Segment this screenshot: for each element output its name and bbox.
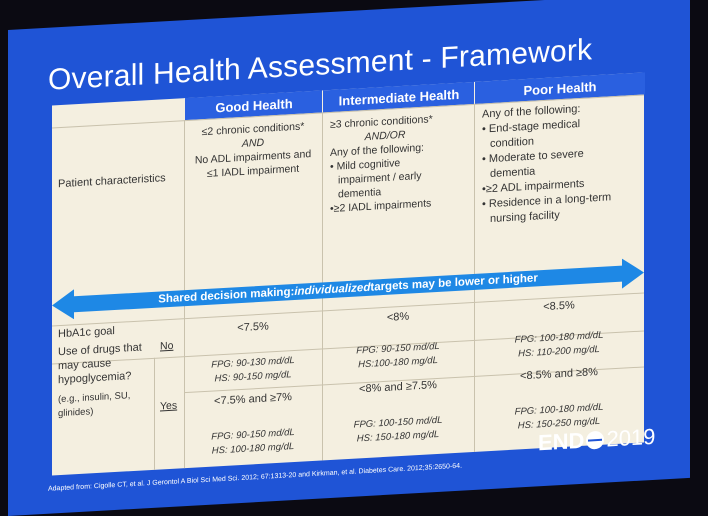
- poor-characteristics: Any of the following: • End-stage medica…: [482, 102, 612, 226]
- row-label-no: No: [160, 339, 174, 353]
- row-label-patient-characteristics: Patient characteristics: [58, 172, 166, 191]
- intermediate-no-targets: FPG: 90-150 md/dL HS:100-180 mg/dL: [356, 340, 440, 371]
- good-characteristics: ≤2 chronic conditions* AND No ADL impair…: [194, 120, 312, 180]
- poor-no-targets: FPG: 100-180 md/dL HS: 110-200 mg/dL: [514, 329, 604, 360]
- row-label-yes: Yes: [160, 399, 178, 413]
- shared-decision-arrow: [52, 258, 644, 320]
- poor-yes-goal: <8.5% and ≥8%: [520, 366, 598, 383]
- arrow-shape: [52, 258, 644, 320]
- framework-table: Good Health Intermediate Health Poor Hea…: [52, 72, 645, 476]
- globe-icon: [586, 430, 605, 450]
- intermediate-yes-goal: <8% and ≥7.5%: [359, 379, 437, 396]
- row-label-hba1c-goal: HbA1c goal: [58, 325, 115, 341]
- intermediate-yes-targets: FPG: 100-150 md/dL HS: 150-180 mg/dL: [353, 414, 443, 445]
- good-no-targets: FPG: 90-130 md/dL HS: 90-150 mg/dL: [211, 354, 295, 385]
- good-no-goal: <7.5%: [237, 320, 269, 335]
- intermediate-characteristics: ≥3 chronic conditions* AND/OR Any of the…: [330, 113, 433, 215]
- row-label-drugs-examples: (e.g., insulin, SU, glinides): [58, 390, 131, 420]
- endo-2019-logo: END 2019: [538, 423, 656, 456]
- row-label-drugs-question: Use of drugs that may cause hypoglycemia…: [58, 341, 142, 387]
- slide: Overall Health Assessment - Framework Go…: [8, 0, 690, 516]
- good-yes-targets: FPG: 90-150 md/dL HS: 100-180 mg/dL: [211, 426, 295, 457]
